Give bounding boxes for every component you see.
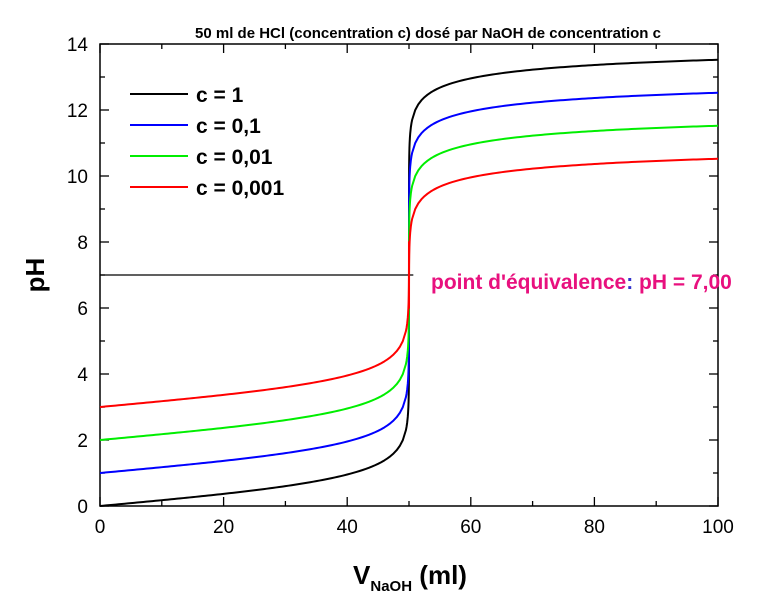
- legend-label: c = 0,001: [196, 177, 284, 200]
- series-lines: [99, 58, 719, 507]
- x-tick-label: 100: [702, 517, 734, 538]
- y-tick-label: 14: [67, 35, 89, 56]
- legend-label: c = 0,01: [196, 146, 273, 169]
- series-line-4: [99, 157, 719, 408]
- annotation-value: pH = 7,00: [633, 271, 732, 294]
- x-tick-label: 0: [95, 517, 106, 538]
- y-tick-label: 6: [77, 299, 88, 320]
- annotation-main-text: point d'équivalence: [431, 271, 626, 294]
- legend-label: c = 0,1: [196, 115, 261, 138]
- x-axis-label-main: V: [353, 560, 371, 590]
- y-tick-label: 4: [77, 365, 88, 386]
- y-tick-label: 12: [67, 101, 88, 122]
- y-axis-ticks: [100, 43, 718, 507]
- chart-title: 50 ml de HCl (concentration c) dosé par …: [195, 25, 661, 42]
- x-tick-label: 60: [460, 517, 481, 538]
- x-axis-label-unit: (ml): [412, 560, 467, 590]
- y-tick-label: 8: [77, 233, 88, 254]
- y-tick-label: 10: [67, 167, 88, 188]
- x-axis-ticks: [99, 44, 719, 506]
- y-axis-label: pH: [20, 258, 50, 293]
- y-tick-label: 2: [77, 431, 88, 452]
- x-tick-label: 20: [213, 517, 234, 538]
- x-axis-label: VNaOH (ml): [353, 560, 467, 595]
- x-tick-label: 40: [337, 517, 358, 538]
- legend: c = 1 c = 0,1 c = 0,01 c = 0,001: [130, 84, 284, 200]
- equivalence-annotation: point d'équivalence: pH = 7,00: [431, 271, 732, 294]
- legend-label: c = 1: [196, 84, 244, 107]
- annotation-colon: :: [626, 271, 633, 294]
- y-axis-tick-labels: 0 2 4 6 8 10 12 14: [67, 35, 89, 518]
- y-tick-label: 0: [77, 497, 88, 518]
- x-axis-label-subscript: NaOH: [370, 578, 412, 595]
- x-axis-tick-labels: 0 20 40 60 80 100: [95, 517, 734, 538]
- x-tick-label: 80: [584, 517, 605, 538]
